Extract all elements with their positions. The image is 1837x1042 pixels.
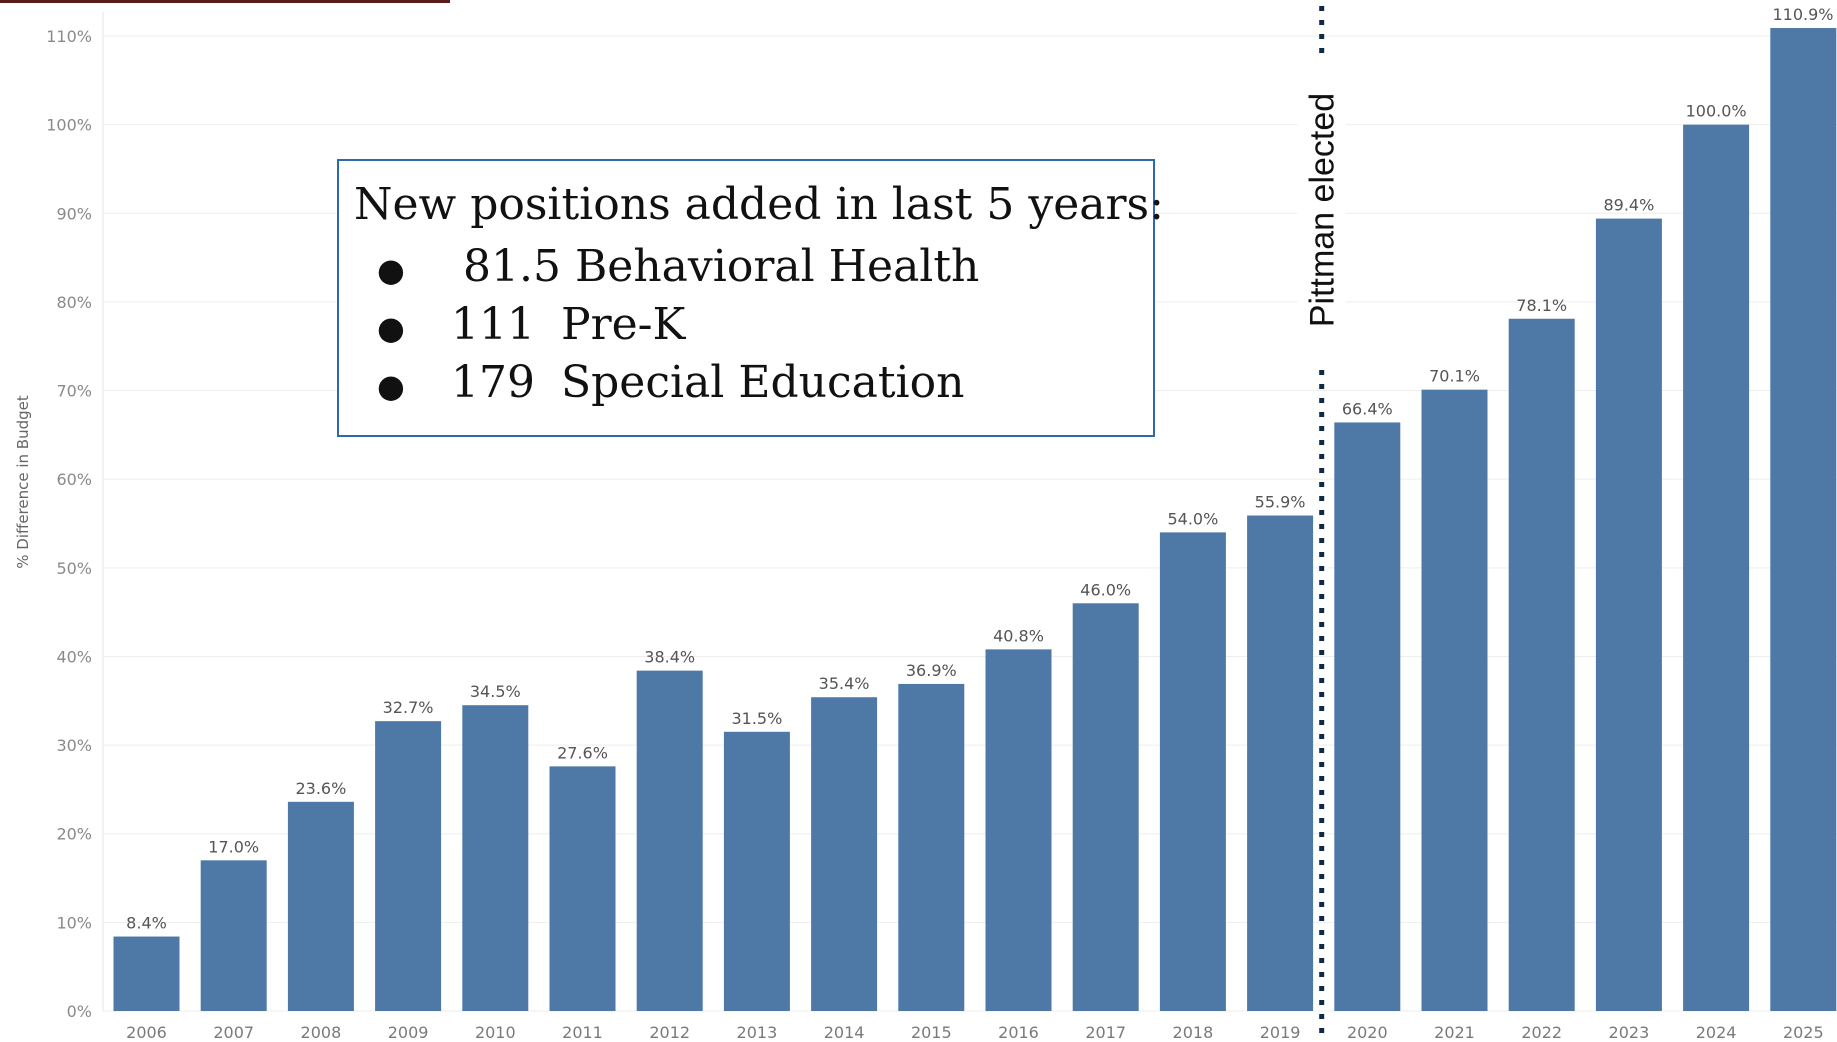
x-tick-label-2008: 2008	[301, 1023, 342, 1042]
y-tick-label: 50%	[56, 559, 92, 578]
x-tick-label-2016: 2016	[998, 1023, 1039, 1042]
y-tick-label: 100%	[46, 116, 92, 135]
data-label-2018: 54.0%	[1167, 509, 1218, 528]
x-tick-label-2024: 2024	[1696, 1023, 1737, 1042]
y-tick-label: 20%	[56, 825, 92, 844]
data-label-2009: 32.7%	[383, 698, 434, 717]
y-tick-label: 10%	[56, 913, 92, 932]
y-axis-label: % Difference in Budget	[14, 395, 32, 569]
note-item-label: Special Education	[561, 357, 965, 408]
note-item-label: Behavioral Health	[574, 241, 980, 292]
bar-2022	[1508, 318, 1575, 1011]
bullet-icon: ●	[377, 366, 405, 405]
bar-2024	[1683, 124, 1750, 1012]
note-item-label: Pre-K	[561, 299, 686, 350]
data-label-2019: 55.9%	[1255, 493, 1306, 512]
note-item-number: 111	[451, 299, 535, 350]
x-tick-label-2012: 2012	[649, 1023, 690, 1042]
bars	[113, 28, 1837, 1012]
data-label-2006: 8.4%	[126, 914, 167, 933]
data-label-2021: 70.1%	[1429, 367, 1480, 386]
x-tick-label-2018: 2018	[1173, 1023, 1214, 1042]
data-label-2014: 35.4%	[819, 674, 870, 693]
x-tick-label-2019: 2019	[1260, 1023, 1301, 1042]
note-item-number: 81.5	[463, 241, 561, 292]
note-item-pre-k: ● 111 Pre-K	[377, 299, 685, 350]
bar-2014	[811, 697, 878, 1011]
note-item-number: 179	[451, 357, 535, 408]
y-tick-label: 40%	[56, 647, 92, 666]
note-item-special-education: ● 179 Special Education	[377, 357, 964, 408]
bar-2021	[1421, 389, 1488, 1012]
bar-2023	[1595, 218, 1662, 1011]
bar-2018	[1159, 532, 1226, 1011]
data-labels: 8.4% 17.0% 23.6% 32.7% 34.5% 27.6% 38.4% 31.5% 3…	[126, 5, 1833, 933]
y-tick-label: 70%	[56, 382, 92, 401]
note-title: New positions added in last 5 years:	[354, 179, 1164, 230]
bar-2013	[723, 731, 790, 1011]
x-tick-label-2007: 2007	[213, 1023, 254, 1042]
bar-2016	[985, 649, 1052, 1011]
data-label-2007: 17.0%	[208, 837, 259, 856]
bar-2011	[549, 766, 616, 1011]
data-label-2011: 27.6%	[557, 743, 608, 762]
x-axis-ticks: 2006 2007 2008 2009 2010 2011 2012 2013 2014 2015…	[126, 1023, 1824, 1042]
top-accent-bar	[0, 0, 450, 3]
x-tick-label-2010: 2010	[475, 1023, 516, 1042]
data-label-2008: 23.6%	[295, 779, 346, 798]
x-tick-label-2015: 2015	[911, 1023, 952, 1042]
x-tick-label-2009: 2009	[388, 1023, 429, 1042]
data-label-2012: 38.4%	[644, 648, 695, 667]
x-tick-label-2025: 2025	[1783, 1023, 1824, 1042]
bar-2009	[375, 721, 442, 1011]
data-label-2016: 40.8%	[993, 626, 1044, 645]
x-tick-label-2022: 2022	[1521, 1023, 1562, 1042]
y-tick-label: 0%	[67, 1002, 92, 1021]
note-item-behavioral-health: ● 81.5 Behavioral Health	[377, 241, 979, 292]
bar-2010	[462, 705, 529, 1011]
x-tick-label-2006: 2006	[126, 1023, 167, 1042]
data-label-2025: 110.9%	[1772, 5, 1833, 24]
bar-2020	[1334, 422, 1401, 1011]
data-label-2020: 66.4%	[1342, 399, 1393, 418]
x-tick-label-2023: 2023	[1609, 1023, 1650, 1042]
x-tick-label-2020: 2020	[1347, 1023, 1388, 1042]
x-tick-label-2017: 2017	[1085, 1023, 1126, 1042]
bullet-icon: ●	[377, 308, 405, 347]
y-tick-label: 80%	[56, 293, 92, 312]
annotation-background	[1297, 55, 1346, 365]
data-label-2010: 34.5%	[470, 682, 521, 701]
data-label-2013: 31.5%	[731, 709, 782, 728]
data-label-2022: 78.1%	[1516, 296, 1567, 315]
y-tick-label: 30%	[56, 736, 92, 755]
x-tick-label-2011: 2011	[562, 1023, 603, 1042]
bar-2019	[1247, 515, 1314, 1011]
x-tick-label-2021: 2021	[1434, 1023, 1475, 1042]
bar-2008	[287, 801, 354, 1011]
data-label-2015: 36.9%	[906, 661, 957, 680]
bar-2017	[1072, 603, 1139, 1011]
x-tick-label-2013: 2013	[737, 1023, 778, 1042]
bar-2007	[200, 860, 267, 1011]
data-label-2024: 100.0%	[1686, 102, 1747, 121]
new-positions-note: New positions added in last 5 years: ● 81…	[337, 159, 1164, 437]
bar-2012	[636, 670, 703, 1011]
y-tick-label: 110%	[46, 27, 92, 46]
y-tick-label: 90%	[56, 204, 92, 223]
bullet-icon: ●	[377, 250, 405, 289]
data-label-2023: 89.4%	[1603, 196, 1654, 215]
y-axis-ticks: 0% 10% 20% 30% 40% 50% 60% 70% 80% 90% 100% 110%	[46, 27, 92, 1021]
x-tick-label-2014: 2014	[824, 1023, 865, 1042]
bar-2006	[113, 936, 180, 1011]
data-label-2017: 46.0%	[1080, 580, 1131, 599]
y-tick-label: 60%	[56, 470, 92, 489]
bar-2015	[898, 683, 965, 1011]
pittman-elected-annotation: Pittman elected	[1304, 93, 1342, 327]
bar-2025	[1770, 28, 1837, 1012]
